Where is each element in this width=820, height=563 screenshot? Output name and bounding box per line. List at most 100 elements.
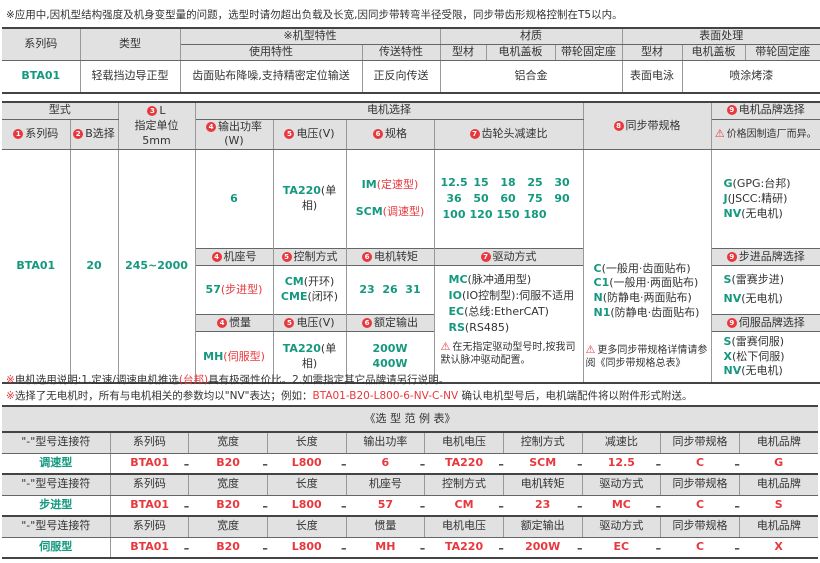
note-text: ※ <box>6 390 15 402</box>
header-l: 3 L 指定单位5mm <box>117 101 196 151</box>
header-brand-label: 电机品牌选择 <box>738 103 805 117</box>
text: 步进品牌选择 <box>738 249 805 263</box>
dash-separator: – <box>419 541 426 555</box>
series-value: BTA01 <box>2 60 81 95</box>
header-servo-brand: 9 伺服品牌选择 <box>710 314 820 333</box>
spec-code: IM <box>361 178 377 192</box>
example-value: L800 <box>291 455 322 469</box>
text: (防静电·齿面贴布) <box>610 306 700 320</box>
num-icon: 6 <box>362 251 372 262</box>
brand-item: J(JSCC:精研) <box>724 192 819 207</box>
example-type-label: 伺服型 <box>2 537 111 559</box>
num-icon: 5 <box>284 128 295 139</box>
text: (雷赛伺服) <box>731 335 785 349</box>
drive-item: RS(RS485) <box>441 320 581 336</box>
header-volt2: 5 电压(V) <box>272 314 347 333</box>
brand-item: S(雷赛伺服) <box>724 335 819 349</box>
example-value: 57 <box>377 497 394 511</box>
drive-list: MC(脉冲通用型) IO(IO控制型):伺服不适用 EC(总线:EtherCAT… <box>433 265 584 384</box>
frame-value: 57(步进型) <box>195 265 274 315</box>
text: (无电机) <box>741 206 783 220</box>
example-header-cell: 同步带规格 <box>660 515 740 538</box>
header-material: 材质 <box>439 26 623 45</box>
text: 控制方式 <box>293 249 338 263</box>
example-header-cell: 电机品牌 <box>738 473 818 496</box>
spec-item: SCM(调速型) <box>349 205 432 220</box>
example-type-label: 调速型 <box>2 453 111 475</box>
ratio-row: 36 50 60 75 90 <box>441 191 581 207</box>
header-feature: ※机型特性 <box>179 26 441 45</box>
example-header-cell: 电机品牌 <box>738 431 818 454</box>
num-icon: 6 <box>362 317 372 328</box>
top-note: ※应用中,因机型结构强度及机身变型量的问题，选型时请勿超出负载及长宽,因同步带转… <box>6 7 623 22</box>
drive-item: MC(脉冲通用型) <box>441 272 581 288</box>
example-header-cell: 驱动方式 <box>581 473 662 496</box>
ratio: 36 <box>446 192 462 206</box>
header-series: 1 系列码 <box>2 118 71 151</box>
example-header-cell: 电机转矩 <box>502 473 583 496</box>
example-value: L800 <box>291 539 322 553</box>
surface-other-value: 喷涂烤漆 <box>681 60 820 95</box>
header-motor: 电机选择 <box>194 101 584 120</box>
text: NV <box>723 206 742 220</box>
text: IO <box>448 289 462 303</box>
example-value: C <box>695 455 705 469</box>
dash-separator: – <box>498 499 504 513</box>
example-value: TA220 <box>444 539 484 553</box>
dash-separator: – <box>655 499 662 513</box>
text: C <box>593 261 602 275</box>
header-step-brand: 9 步进品牌选择 <box>710 248 820 267</box>
text: (开环) <box>303 275 335 289</box>
text: (RS485) <box>464 321 510 334</box>
belt-item: N(防静电·两面贴布) <box>594 291 709 306</box>
drive-item: EC(总线:EtherCAT) <box>441 304 581 320</box>
dash-separator: – <box>419 499 426 513</box>
header-series-label: 系列码 <box>25 126 59 140</box>
dash-separator: – <box>341 457 347 471</box>
text: CM <box>284 275 304 289</box>
text: S <box>723 273 732 287</box>
example-value: BTA01 <box>130 455 170 469</box>
example-value-cell: S – <box>734 495 818 517</box>
ratio: 50 <box>473 192 489 206</box>
example-value-cell: EC – <box>577 537 661 559</box>
header-b-label: B选择 <box>85 126 115 140</box>
text: G <box>723 176 733 190</box>
example-value-cell: L800 – <box>262 537 347 559</box>
example-value-row: 伺服型 BTA01 B20– L800– MH – TA220–200W – EC – C – X – <box>2 537 818 559</box>
brand-item: NV(无电机) <box>724 364 819 378</box>
text: (闭环) <box>307 290 339 304</box>
header-b: 2 B选择 <box>69 118 119 151</box>
example-table: 《选 型 范 例 表》 "-"型号连接符 系列码 宽度 长度 输出功率 电机电压 控制方式减… <box>2 405 818 559</box>
num-icon: 4 <box>217 317 227 328</box>
series-value: BTA01 <box>2 149 71 384</box>
text: J <box>723 191 728 205</box>
ratio: 60 <box>500 192 516 206</box>
power-value: 6 <box>194 149 274 249</box>
example-value: 200W <box>525 539 561 553</box>
example-header-row: "-"型号连接符 系列码 宽度 长度 惯量 电机电压 额定输出 驱动方式 同步带规格 电机品牌 <box>2 515 818 538</box>
text: (松下伺服) <box>731 349 785 363</box>
num-icon: 8 <box>613 120 624 131</box>
example-value: MH <box>375 539 396 553</box>
top-note-text: ※应用中,因机型结构强度及机身变型量的问题，选型时请勿超出负载及长宽,因同步带转… <box>6 9 623 21</box>
num-icon: 5 <box>281 251 292 262</box>
example-value: S <box>774 497 783 511</box>
example-header-cell: 控制方式 <box>502 431 583 454</box>
example-header-cell: 电机电压 <box>424 431 504 454</box>
example-type-label: 步进型 <box>2 495 111 517</box>
ratio: 150 <box>496 208 520 222</box>
ratio: 180 <box>523 208 547 222</box>
header-ctrl: 5 控制方式 <box>272 248 347 267</box>
example-header-cell: 长度 <box>266 473 347 496</box>
dash-separator: – <box>577 541 583 555</box>
example-value-cell: C – <box>656 537 740 559</box>
dash-separator: – <box>734 499 740 513</box>
transfer-value: 正反向传送 <box>361 60 441 95</box>
note-text: 选择了无电机时，所有与电机相关的参数均以"NV"表达；例如： <box>14 390 313 402</box>
text: 57 <box>205 282 221 296</box>
volt-code: TA220 <box>282 184 321 198</box>
brand-warning-text: 价格因制造厂而异。 <box>726 128 817 140</box>
warning-icon: ⚠ <box>714 126 725 140</box>
